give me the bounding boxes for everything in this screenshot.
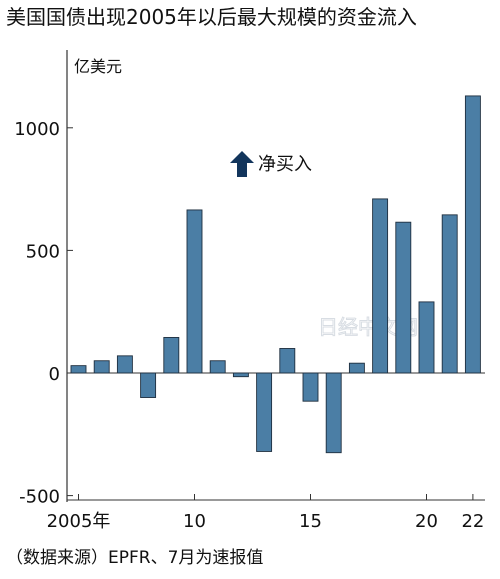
bar-17 xyxy=(348,362,365,374)
bar-21 xyxy=(441,214,458,374)
up-arrow-icon xyxy=(230,151,254,177)
bar-19 xyxy=(395,221,412,374)
y-ticks: -500 0 500 1000 xyxy=(14,119,73,508)
annotation-label: 净买入 xyxy=(258,154,312,175)
bar-2009 xyxy=(163,336,180,374)
bar-11 xyxy=(209,360,226,374)
y-tick-label: 1000 xyxy=(14,119,60,140)
bar-12 xyxy=(232,372,249,378)
y-unit-label: 亿美元 xyxy=(74,57,122,76)
x-tick-label: 22 xyxy=(461,511,484,532)
bar-22 xyxy=(464,95,481,374)
bar-13 xyxy=(256,372,273,452)
bar-10 xyxy=(186,209,203,374)
net-buy-annotation: 净买入 xyxy=(230,151,312,177)
bar-16 xyxy=(325,372,342,454)
bar-2008 xyxy=(140,372,157,398)
y-tick-label: -500 xyxy=(19,487,60,508)
bar-2005年 xyxy=(70,365,87,374)
x-tick-label: 10 xyxy=(183,511,206,532)
bar-18 xyxy=(372,198,389,374)
bar-2007 xyxy=(116,355,133,374)
source-note: （数据来源）EPFR、7月为速报值 xyxy=(6,548,264,568)
bar-20 xyxy=(418,301,435,374)
bar-15 xyxy=(302,372,319,402)
bar-14 xyxy=(279,348,296,374)
y-tick-label: 500 xyxy=(26,241,60,262)
y-tick-label: 0 xyxy=(49,364,60,385)
x-tick-label: 20 xyxy=(415,511,438,532)
bars xyxy=(70,95,481,454)
chart-title: 美国国债出现2005年以后最大规模的资金流入 xyxy=(6,5,417,29)
x-tick-label: 15 xyxy=(299,511,322,532)
x-tick-label: 2005年 xyxy=(47,511,111,532)
bar-2006 xyxy=(93,360,110,374)
x-ticks: 2005年 10 15 20 22 xyxy=(47,494,484,532)
